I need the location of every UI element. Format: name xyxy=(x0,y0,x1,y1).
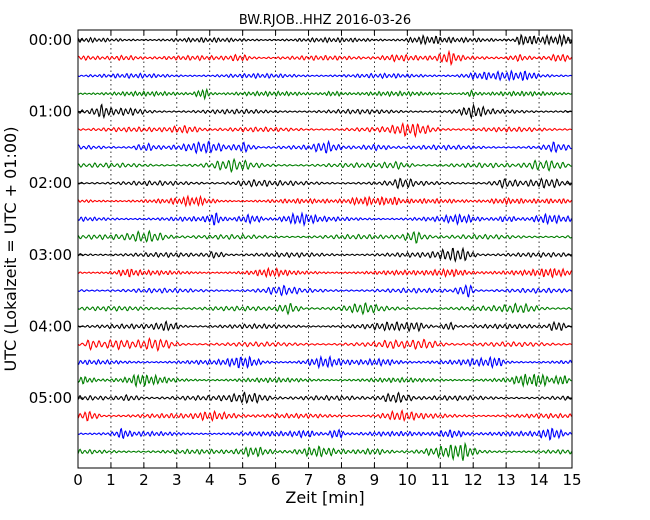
trace-line xyxy=(77,441,573,462)
y-tick-label: 04:00 xyxy=(29,317,72,335)
trace-line xyxy=(77,157,572,174)
x-tick-label: 4 xyxy=(205,471,215,489)
trace-line xyxy=(77,177,572,190)
trace-line xyxy=(77,337,572,353)
trace-rows xyxy=(77,33,573,462)
vertical-grid xyxy=(110,30,540,468)
trace-line xyxy=(77,427,572,441)
x-axis: 0 1 2 3 4 5 6 7 8 9 10 11 12 13 14 15 xyxy=(73,30,582,489)
trace-line xyxy=(77,283,572,298)
trace-line xyxy=(77,87,572,101)
x-axis-label: Zeit [min] xyxy=(285,488,364,507)
y-tick-label: 05:00 xyxy=(29,389,72,407)
plot-frame xyxy=(77,29,573,469)
x-tick-label: 3 xyxy=(172,471,182,489)
trace-line xyxy=(77,33,573,48)
x-tick-label: 1 xyxy=(106,471,116,489)
trace-line xyxy=(77,266,572,279)
x-tick-label: 9 xyxy=(370,471,380,489)
trace-line xyxy=(77,139,572,155)
y-tick-label: 02:00 xyxy=(29,174,72,192)
trace-line xyxy=(77,355,573,370)
trace-line xyxy=(77,69,572,82)
trace-line xyxy=(77,391,572,405)
trace-line xyxy=(77,102,572,120)
trace-line xyxy=(77,409,573,422)
y-tick-label: 00:00 xyxy=(29,31,72,49)
trace-line xyxy=(77,320,572,333)
x-tick-label: 6 xyxy=(271,471,281,489)
trace-line xyxy=(77,211,573,228)
chart-title: BW.RJOB..HHZ 2016-03-26 xyxy=(239,13,411,28)
trace-line xyxy=(77,302,572,316)
trace-line xyxy=(77,229,572,244)
y-tick-label: 03:00 xyxy=(29,246,72,264)
y-axis: 00:00 01:00 02:00 03:00 04:00 05:00 xyxy=(29,31,572,407)
trace-line xyxy=(77,194,572,208)
x-tick-label: 10 xyxy=(398,471,417,489)
y-axis-label: UTC (Lokalzeit = UTC + 01:00) xyxy=(1,127,20,372)
trace-line xyxy=(77,373,572,388)
x-tick-label: 13 xyxy=(497,471,516,489)
y-tick-label: 01:00 xyxy=(29,103,72,121)
x-tick-label: 7 xyxy=(304,471,314,489)
x-tick-label: 14 xyxy=(530,471,549,489)
x-tick-label: 5 xyxy=(238,471,248,489)
trace-line xyxy=(77,122,572,139)
x-tick-label: 15 xyxy=(562,471,581,489)
x-tick-label: 11 xyxy=(431,471,450,489)
x-tick-label: 2 xyxy=(139,471,149,489)
x-tick-label: 0 xyxy=(73,471,83,489)
trace-line xyxy=(77,246,572,263)
trace-line xyxy=(77,49,572,67)
x-tick-label: 12 xyxy=(464,471,483,489)
x-tick-label: 8 xyxy=(337,471,347,489)
